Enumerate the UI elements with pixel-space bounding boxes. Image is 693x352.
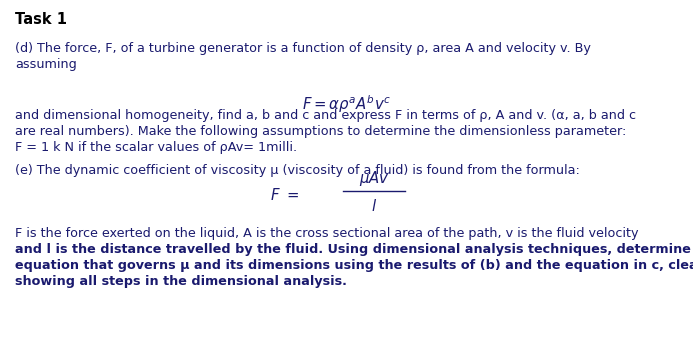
Text: $\mathit{F}\ =$: $\mathit{F}\ =$ bbox=[270, 187, 299, 203]
Text: $\mu\mathit{Av}$: $\mu\mathit{Av}$ bbox=[359, 169, 389, 188]
Text: and dimensional homogeneity, find a, b and c and express F in terms of ρ, A and : and dimensional homogeneity, find a, b a… bbox=[15, 109, 636, 122]
Text: assuming: assuming bbox=[15, 58, 77, 71]
Text: F is the force exerted on the liquid, A is the cross sectional area of the path,: F is the force exerted on the liquid, A … bbox=[15, 227, 639, 240]
Text: Task 1: Task 1 bbox=[15, 12, 67, 27]
Text: equation that governs μ and its dimensions using the results of (b) and the equa: equation that governs μ and its dimensio… bbox=[15, 259, 693, 272]
Text: are real numbers). Make the following assumptions to determine the dimensionless: are real numbers). Make the following as… bbox=[15, 125, 626, 138]
Text: $\mathit{F} = \alpha\rho^{a}A^{b}v^{c}$: $\mathit{F} = \alpha\rho^{a}A^{b}v^{c}$ bbox=[302, 93, 391, 115]
Text: showing all steps in the dimensional analysis.: showing all steps in the dimensional ana… bbox=[15, 275, 347, 288]
Text: $\mathit{l}$: $\mathit{l}$ bbox=[371, 198, 377, 214]
Text: F = 1 k N if the scalar values of ρAv= 1milli.: F = 1 k N if the scalar values of ρAv= 1… bbox=[15, 141, 297, 154]
Text: and l is the distance travelled by the fluid. Using dimensional analysis techniq: and l is the distance travelled by the f… bbox=[15, 243, 693, 256]
Text: (e) The dynamic coefficient of viscosity μ (viscosity of a fluid) is found from : (e) The dynamic coefficient of viscosity… bbox=[15, 164, 580, 177]
Text: (d) The force, F, of a turbine generator is a function of density ρ, area A and : (d) The force, F, of a turbine generator… bbox=[15, 42, 591, 55]
